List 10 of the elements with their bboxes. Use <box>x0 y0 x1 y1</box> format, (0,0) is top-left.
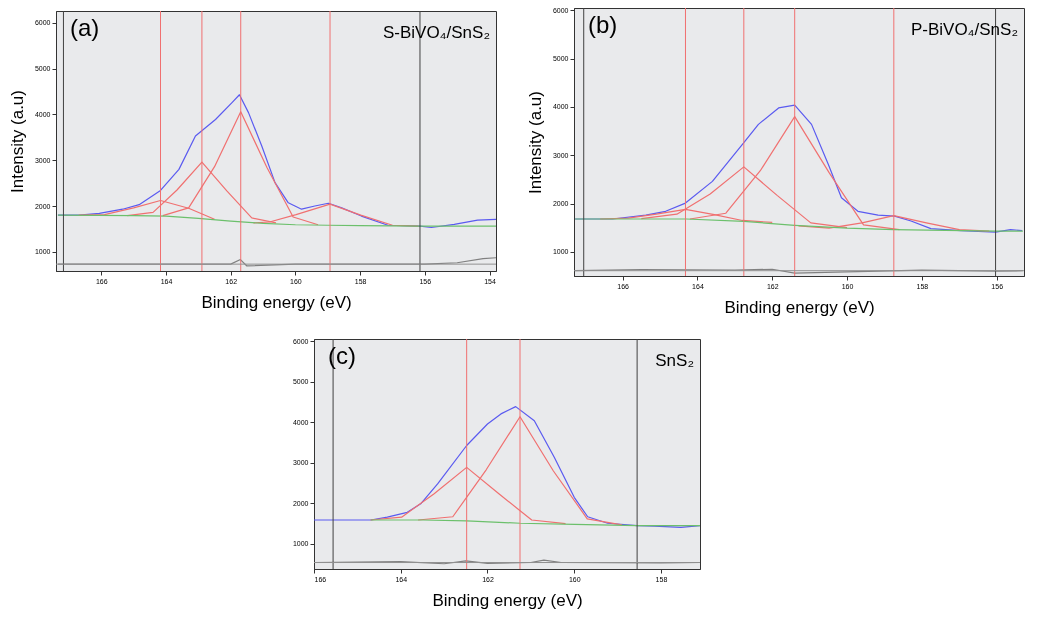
annotation: (c) <box>328 342 356 369</box>
y-axis-title: Intensity (a.u) <box>7 90 27 193</box>
annotation: (a) <box>70 14 100 41</box>
x-axis-title: Binding energy (eV) <box>201 292 352 312</box>
annotation: S-BiVO₄/SnS₂ <box>382 23 490 42</box>
x-axis-title: Binding energy (eV) <box>432 590 583 610</box>
x-axis-title: Binding energy (eV) <box>724 297 875 317</box>
annotation: SnS₂ <box>655 351 694 370</box>
y-axis-title: Intensity (a.u) <box>525 91 545 194</box>
annotation: (b) <box>588 11 618 38</box>
